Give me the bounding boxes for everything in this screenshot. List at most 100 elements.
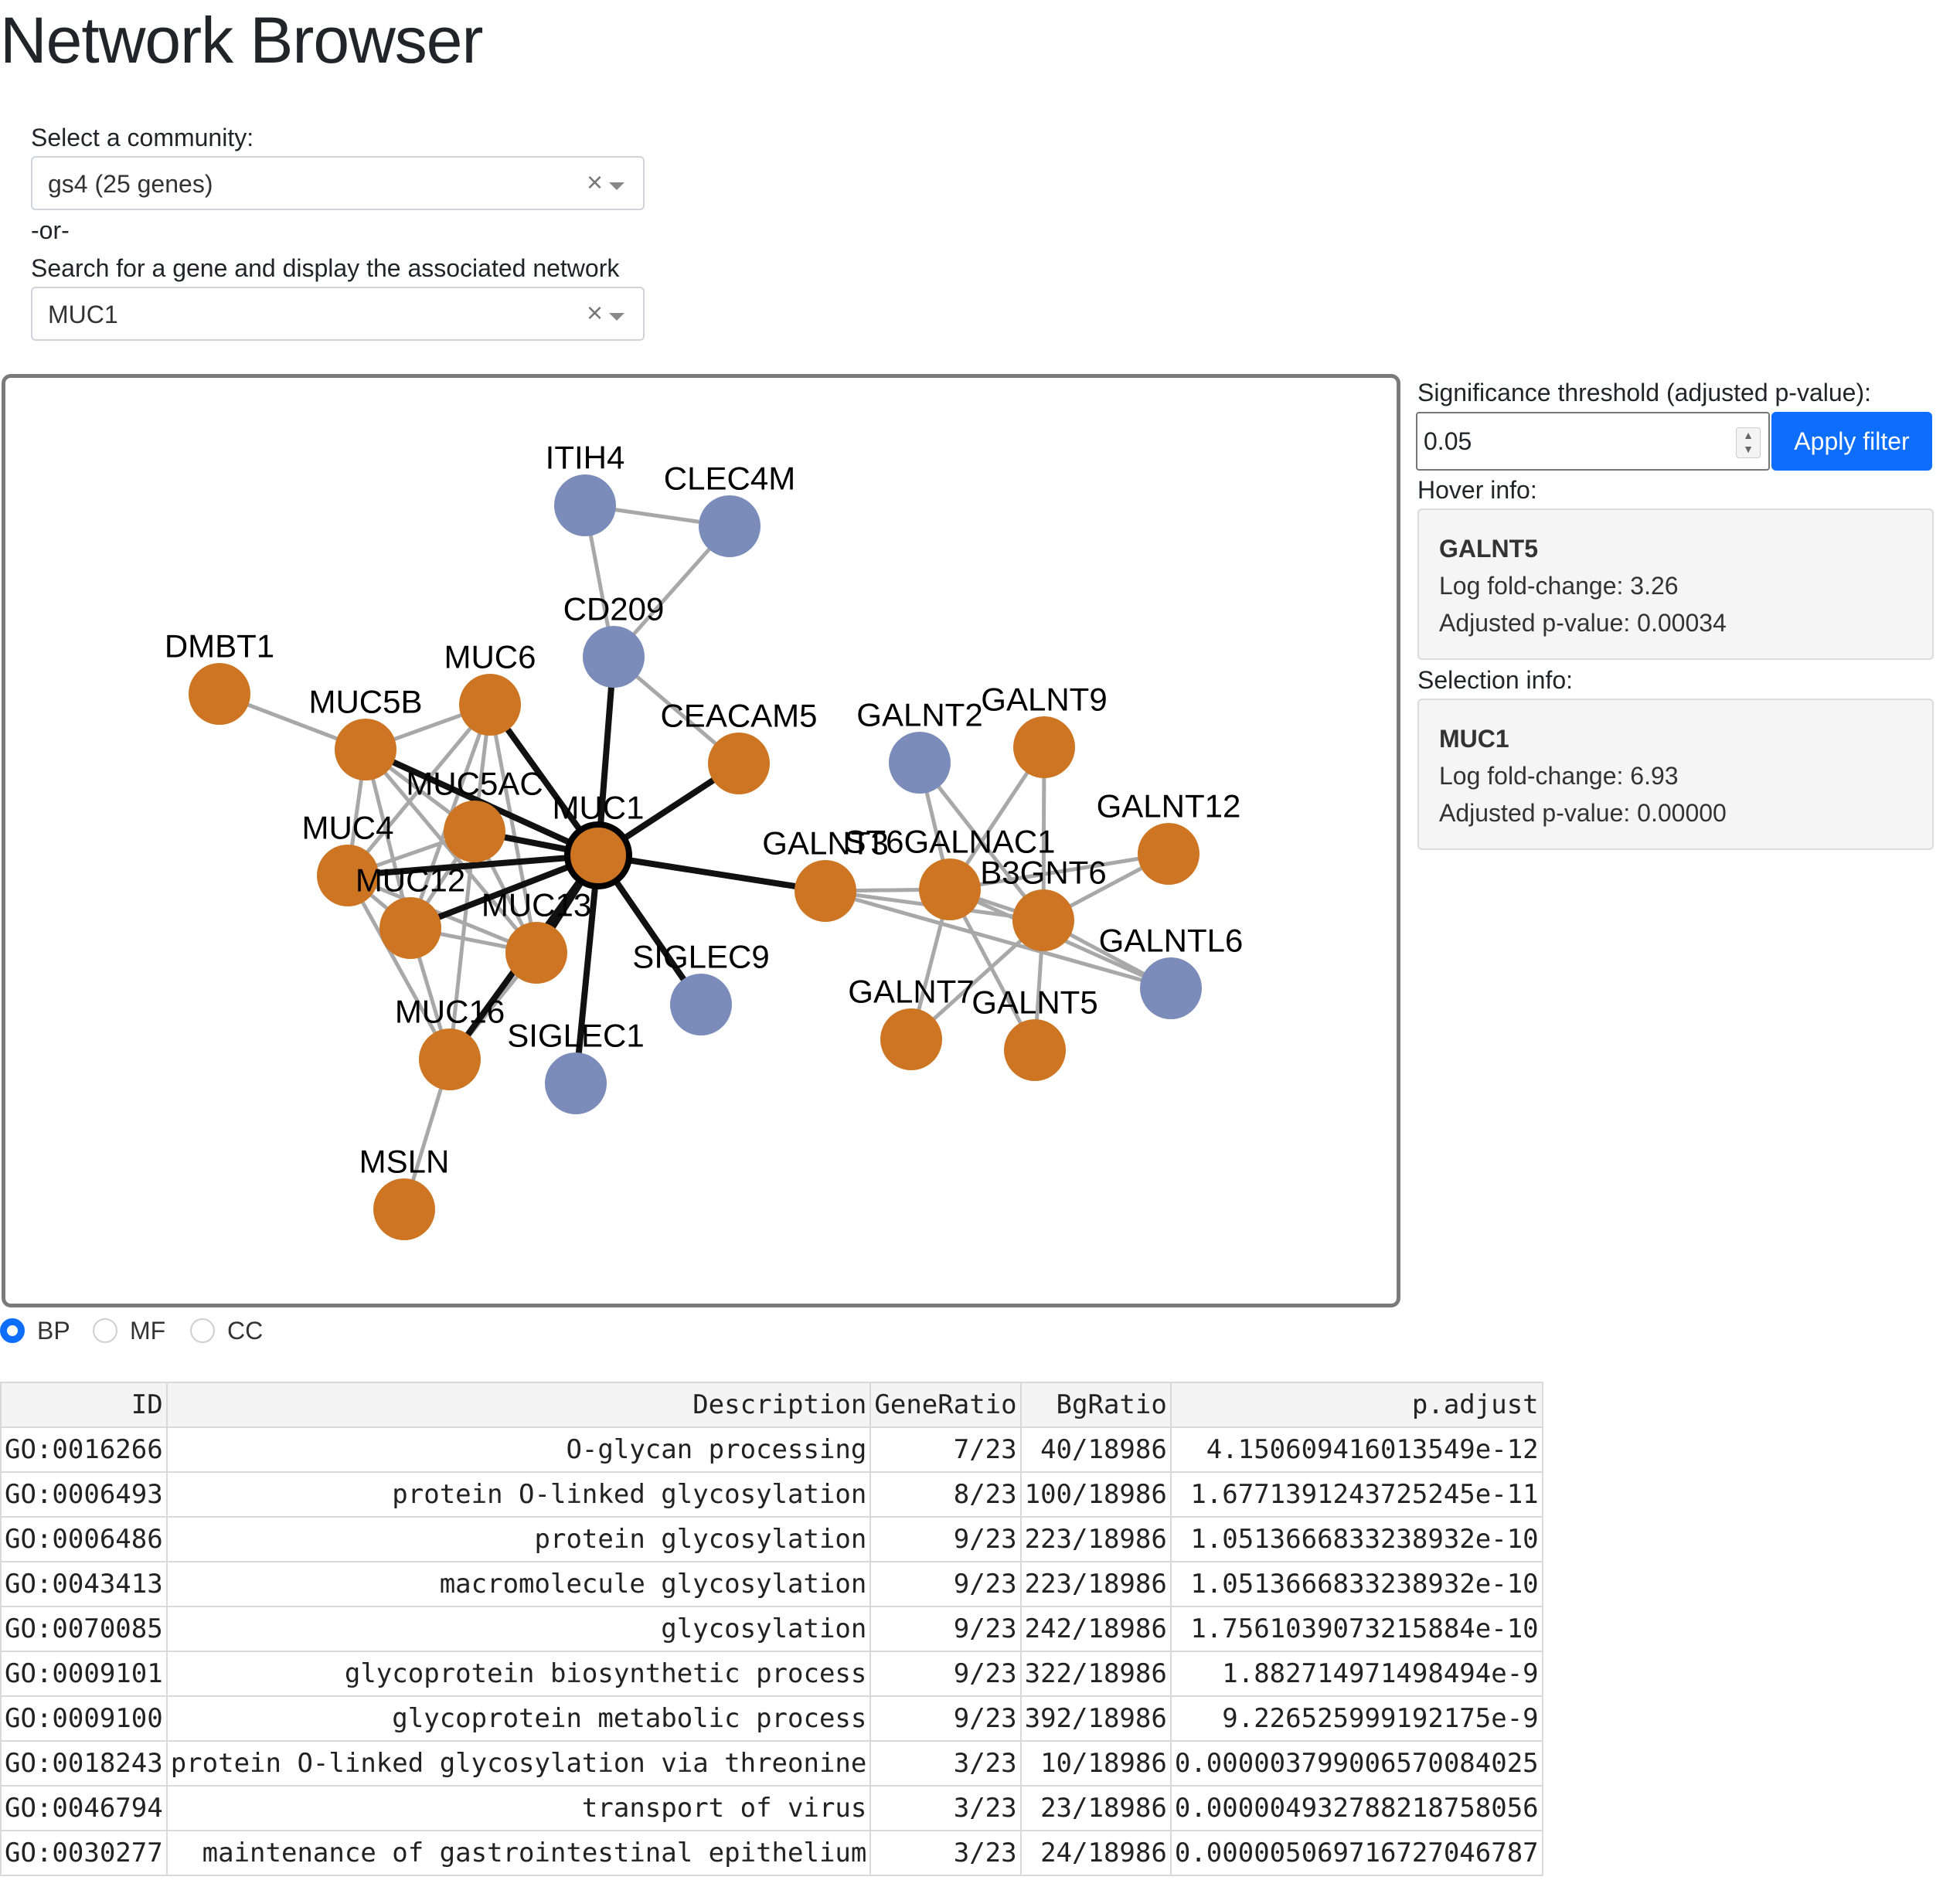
gene-search-value: MUC1 [48, 301, 118, 328]
node-label-clec4m: CLEC4M [664, 461, 795, 497]
node-label-galnt3: GALNT3 [762, 825, 888, 862]
node-siglec1[interactable] [545, 1052, 607, 1114]
node-label-galnt12: GALNT12 [1097, 788, 1241, 824]
radio-label: BP [37, 1317, 70, 1345]
node-label-muc5ac: MUC5AC [406, 766, 543, 802]
node-dmbt1[interactable] [189, 663, 250, 725]
clear-icon[interactable]: × [586, 166, 603, 198]
cell-padjust: 1.882714971498494e-9 [1169, 1651, 1543, 1697]
node-muc1[interactable] [564, 821, 632, 889]
cell-bgratio: 40/18986 [1019, 1426, 1172, 1473]
selection-logfc: Log fold-change: 6.93 [1439, 762, 1679, 790]
node-itih4[interactable] [554, 474, 616, 536]
edge-muc1-muc4 [347, 852, 599, 879]
node-label-muc6: MUC6 [444, 639, 536, 675]
gene-search-label: Search for a gene and display the associ… [31, 254, 620, 282]
node-label-ceacam5: CEACAM5 [660, 698, 817, 734]
cell-generatio: 8/23 [869, 1471, 1022, 1518]
node-muc5b[interactable] [335, 719, 396, 780]
node-label-muc1: MUC1 [552, 790, 644, 826]
column-header-description[interactable]: Description [165, 1382, 872, 1428]
radio-button-icon[interactable] [0, 1318, 25, 1343]
threshold-value: 0.05 [1424, 427, 1472, 455]
table-row: GO:0046794 transport of virus 3/23 23/18986… [0, 1785, 1543, 1831]
table-header-row: ID Description GeneRatio BgRatio p.adjus… [0, 1382, 1543, 1428]
node-label-galnt7: GALNT7 [848, 974, 974, 1010]
node-muc12[interactable] [379, 897, 441, 959]
cell-bgratio: 10/18986 [1019, 1740, 1172, 1787]
node-muc13[interactable] [505, 922, 567, 984]
cell-description: glycoprotein metabolic process [165, 1695, 872, 1742]
node-galnt12[interactable] [1138, 823, 1199, 885]
network-graph[interactable]: ITIH4 CLEC4M CD209 DMBT1 MUC6 MUC5B CEACAM5 MUC… [2, 374, 1400, 1307]
node-st6galnac1[interactable] [919, 858, 981, 920]
cell-generatio: 9/23 [869, 1695, 1022, 1742]
community-select[interactable]: gs4 (25 genes) × [31, 156, 645, 210]
node-msln[interactable] [373, 1178, 435, 1240]
column-header-bgratio[interactable]: BgRatio [1019, 1382, 1172, 1428]
gene-search-select[interactable]: MUC1 × [31, 287, 645, 341]
node-muc4[interactable] [317, 845, 379, 906]
node-muc6[interactable] [459, 674, 521, 736]
cell-generatio: 9/23 [869, 1651, 1022, 1697]
cell-bgratio: 223/18986 [1019, 1561, 1172, 1607]
cell-generatio: 9/23 [869, 1561, 1022, 1607]
clear-icon[interactable]: × [586, 297, 603, 328]
cell-generatio: 3/23 [869, 1830, 1022, 1876]
node-siglec9[interactable] [670, 974, 732, 1035]
node-ceacam5[interactable] [708, 733, 770, 794]
node-muc16[interactable] [419, 1028, 481, 1090]
node-galnt9[interactable] [1013, 716, 1075, 778]
node-b3gnt6[interactable] [1012, 889, 1074, 951]
node-cd209[interactable] [583, 626, 645, 688]
chevron-down-icon[interactable] [609, 313, 624, 321]
threshold-input[interactable]: 0.05 ▲ ▼ [1416, 412, 1770, 471]
cell-description: O-glycan processing [165, 1426, 872, 1473]
node-label-muc13: MUC13 [481, 887, 591, 923]
node-galntl6[interactable] [1140, 957, 1202, 1019]
cell-padjust: 1.7561039073215884e-10 [1169, 1606, 1543, 1652]
table-row: GO:0006493 protein O-linked glycosylation… [0, 1471, 1543, 1518]
node-label-galnt5: GALNT5 [972, 984, 1097, 1021]
cell-bgratio: 322/18986 [1019, 1651, 1172, 1697]
selection-info-panel: MUC1 Log fold-change: 6.93 Adjusted p-va… [1417, 699, 1934, 850]
column-header-generatio[interactable]: GeneRatio [869, 1382, 1022, 1428]
go-enrichment-table: ID Description GeneRatio BgRatio p.adjus… [0, 1382, 1543, 1876]
chevron-down-icon[interactable] [609, 182, 624, 190]
column-header-padjust[interactable]: p.adjust [1169, 1382, 1543, 1428]
cell-id: GO:0046794 [0, 1785, 168, 1831]
column-header-id[interactable]: ID [0, 1382, 168, 1428]
node-label-muc12: MUC12 [356, 862, 465, 899]
cell-description: protein glycosylation [165, 1516, 872, 1562]
node-label-galnt2: GALNT2 [856, 697, 982, 733]
hover-padj: Adjusted p-value: 0.00034 [1439, 609, 1727, 637]
selection-padj: Adjusted p-value: 0.00000 [1439, 799, 1727, 827]
radio-button-icon[interactable] [93, 1318, 117, 1343]
network-canvas[interactable]: ITIH4 CLEC4M CD209 DMBT1 MUC6 MUC5B CEACAM5 MUC… [2, 374, 1400, 1307]
node-muc5ac[interactable] [444, 801, 505, 862]
edge-muc1-siglec1 [573, 855, 601, 1084]
node-clec4m[interactable] [699, 495, 761, 557]
radio-button-icon[interactable] [190, 1318, 215, 1343]
cell-id: GO:0006486 [0, 1516, 168, 1562]
cell-id: GO:0009100 [0, 1695, 168, 1742]
cell-generatio: 9/23 [869, 1606, 1022, 1652]
cell-description: protein O-linked glycosylation via threo… [165, 1740, 872, 1787]
spinner-icon[interactable]: ▲ ▼ [1736, 427, 1761, 458]
node-label-galnt9: GALNT9 [981, 682, 1107, 718]
cell-bgratio: 223/18986 [1019, 1516, 1172, 1562]
node-galnt2[interactable] [889, 732, 951, 794]
apply-filter-button[interactable]: Apply filter [1771, 412, 1932, 471]
node-galnt3[interactable] [795, 860, 856, 922]
cell-id: GO:0016266 [0, 1426, 168, 1473]
node-galnt7[interactable] [880, 1008, 942, 1070]
node-label-cd209: CD209 [563, 591, 665, 627]
cell-padjust: 9.226525999192175e-9 [1169, 1695, 1543, 1742]
cell-generatio: 3/23 [869, 1785, 1022, 1831]
table-row: GO:0009100 glycoprotein metabolic process… [0, 1695, 1543, 1742]
edge-muc6-muc13 [488, 704, 539, 954]
cell-id: GO:0018243 [0, 1740, 168, 1787]
or-separator: -or- [31, 216, 70, 244]
node-galnt5[interactable] [1004, 1019, 1066, 1081]
cell-bgratio: 392/18986 [1019, 1695, 1172, 1742]
